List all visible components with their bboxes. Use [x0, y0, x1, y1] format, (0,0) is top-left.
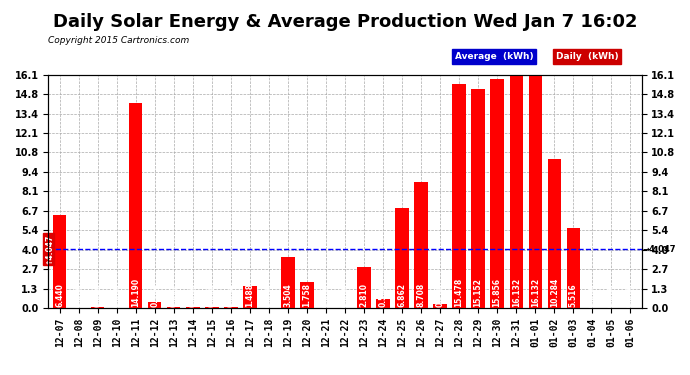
Text: 2.810: 2.810 [359, 283, 368, 307]
Bar [548, 159, 561, 308]
Text: 0.000: 0.000 [626, 284, 635, 307]
Bar [300, 282, 314, 308]
Text: 0.000: 0.000 [340, 284, 350, 307]
Bar [129, 103, 142, 308]
Text: 0.018: 0.018 [208, 283, 217, 307]
Bar [376, 299, 390, 307]
Bar [53, 214, 66, 308]
Text: 0.208: 0.208 [435, 283, 444, 307]
Bar [529, 75, 542, 308]
Text: Copyright 2015 Cartronics.com: Copyright 2015 Cartronics.com [48, 36, 190, 45]
Text: Average  (kWh): Average (kWh) [455, 52, 533, 61]
Bar [509, 75, 523, 308]
Text: 0.590: 0.590 [379, 283, 388, 307]
Bar [415, 182, 428, 308]
Bar [433, 304, 446, 307]
Text: 16.132: 16.132 [531, 278, 540, 307]
Bar [148, 302, 161, 307]
Text: 0.006: 0.006 [188, 284, 197, 307]
Text: 0.034: 0.034 [226, 284, 235, 307]
Text: ↑4.047: ↑4.047 [44, 234, 53, 264]
Text: 0.046: 0.046 [93, 284, 102, 307]
Text: 0.000: 0.000 [75, 284, 83, 307]
Bar [471, 89, 485, 308]
Text: 0.000: 0.000 [264, 284, 273, 307]
Text: 1.488: 1.488 [246, 283, 255, 307]
Bar [224, 307, 237, 308]
Text: 0.000: 0.000 [607, 284, 615, 307]
Bar [91, 307, 104, 308]
Text: 0.000: 0.000 [112, 284, 121, 307]
Bar [395, 209, 408, 308]
Text: 15.478: 15.478 [455, 278, 464, 307]
Bar [453, 84, 466, 308]
Text: 8.708: 8.708 [417, 282, 426, 307]
Text: 16.132: 16.132 [512, 278, 521, 307]
Bar [357, 267, 371, 308]
Bar [566, 228, 580, 308]
Text: 0.012: 0.012 [169, 284, 178, 307]
Text: 1.758: 1.758 [302, 283, 311, 307]
Text: 3.504: 3.504 [284, 283, 293, 307]
Text: 10.284: 10.284 [550, 278, 559, 307]
Text: 15.152: 15.152 [473, 278, 482, 307]
Text: 14.190: 14.190 [131, 278, 140, 307]
Text: Daily Solar Energy & Average Production Wed Jan 7 16:02: Daily Solar Energy & Average Production … [52, 13, 638, 31]
Text: 0.000: 0.000 [588, 284, 597, 307]
Bar [282, 257, 295, 307]
Text: 6.440: 6.440 [55, 283, 64, 307]
Text: 0.364: 0.364 [150, 284, 159, 307]
Text: →4.047: →4.047 [643, 244, 676, 254]
Bar [491, 78, 504, 308]
Text: Daily  (kWh): Daily (kWh) [555, 52, 618, 61]
Text: 15.856: 15.856 [493, 278, 502, 307]
Text: 0.000: 0.000 [322, 284, 331, 307]
Bar [244, 286, 257, 308]
Text: 6.862: 6.862 [397, 283, 406, 307]
Text: 5.516: 5.516 [569, 283, 578, 307]
